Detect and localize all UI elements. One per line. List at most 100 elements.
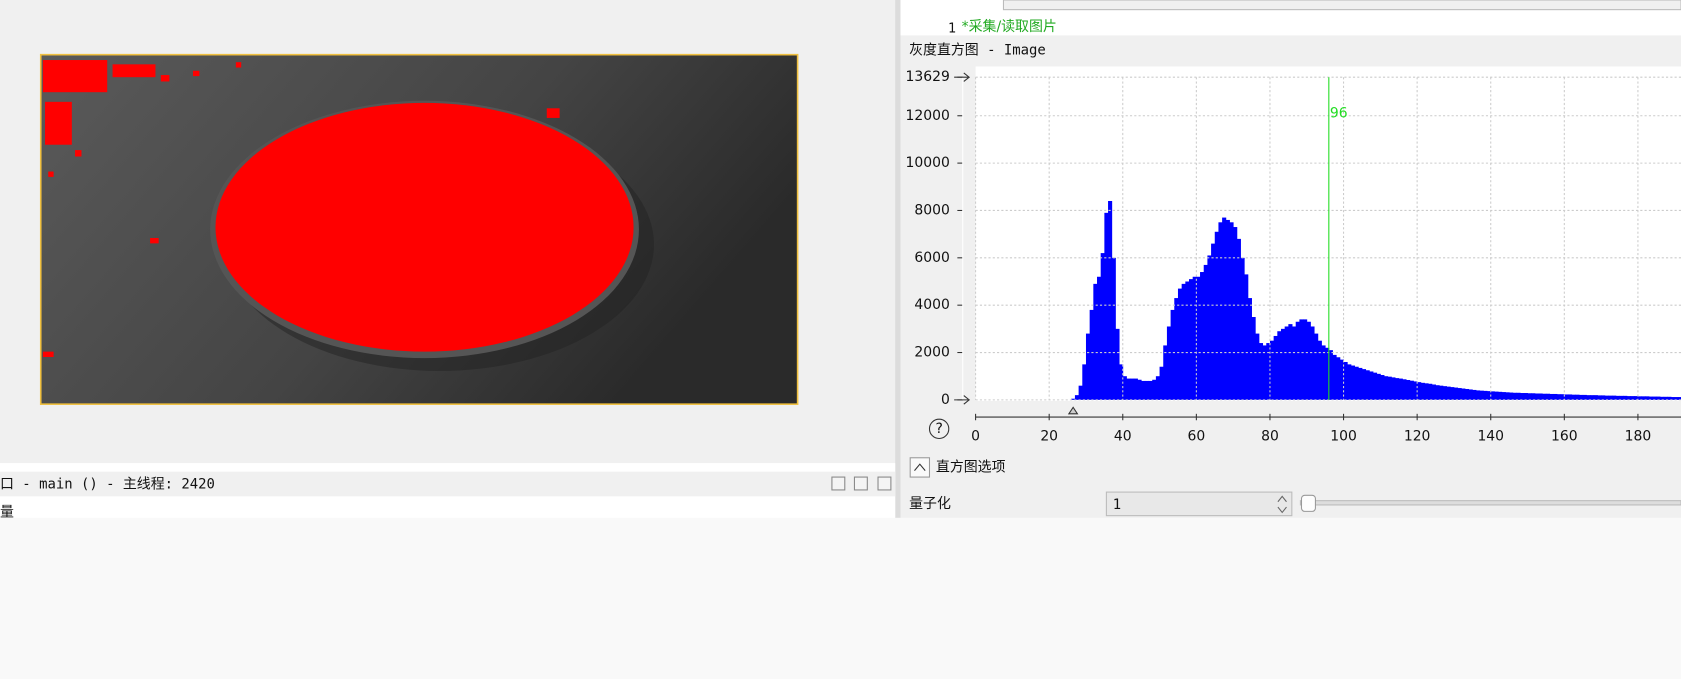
bar: [1464, 388, 1470, 400]
y-tick-label: 12000: [906, 108, 950, 124]
thread-text: 口 - main () - 主线程: 2420: [0, 477, 215, 493]
bar: [1630, 396, 1635, 400]
bar: [1545, 393, 1551, 400]
bar: [1372, 372, 1378, 400]
bar: [1100, 253, 1105, 400]
bar: [1435, 385, 1440, 400]
pin-button[interactable]: [831, 476, 846, 491]
bar: [1108, 200, 1113, 400]
x-tick-label: 80: [1261, 428, 1279, 444]
bar: [1439, 385, 1444, 400]
bar: [1575, 394, 1580, 400]
bar: [1189, 279, 1194, 400]
bar: [1119, 364, 1124, 400]
bar: [1487, 391, 1492, 400]
bar: [1671, 397, 1676, 400]
bar: [1652, 396, 1657, 400]
bar: [1380, 375, 1385, 400]
x-tick-label: 100: [1330, 428, 1357, 444]
x-tick-label: 0: [971, 428, 980, 444]
bar: [1512, 392, 1517, 400]
bar: [1663, 396, 1668, 400]
bar: [1413, 381, 1418, 400]
bar: [1266, 343, 1271, 400]
bar: [1612, 395, 1617, 400]
bar: [1328, 350, 1333, 400]
quantize-label: 量子化: [909, 496, 951, 512]
bar: [1369, 371, 1374, 400]
bar: [1137, 379, 1142, 400]
bar: [1623, 395, 1628, 400]
bar: [1534, 393, 1540, 400]
slider-thumb[interactable]: [1300, 494, 1316, 512]
bar: [1130, 378, 1135, 400]
bar: [1303, 319, 1308, 400]
x-tick-label: 140: [1477, 428, 1504, 444]
bar: [1428, 383, 1433, 400]
bar: [1089, 309, 1094, 400]
bar: [1354, 366, 1359, 400]
bar: [1542, 393, 1547, 400]
bar: [1170, 309, 1175, 400]
slider-track[interactable]: [1299, 500, 1681, 506]
bar: [1314, 333, 1319, 400]
y-tick-label: 0: [941, 392, 950, 408]
bar: [1523, 393, 1528, 400]
bar: [1174, 298, 1179, 400]
bar: [1074, 395, 1080, 400]
bar: [1255, 333, 1260, 400]
bar: [1277, 331, 1282, 400]
bar: [1376, 373, 1381, 400]
bar: [1431, 384, 1436, 400]
bar: [1211, 243, 1216, 400]
bar: [1225, 219, 1230, 400]
bar: [1321, 345, 1326, 400]
bar: [1361, 369, 1367, 400]
bar: [1520, 393, 1525, 400]
quantize-spinbox[interactable]: [1105, 491, 1293, 517]
bar: [1229, 222, 1234, 400]
float-button[interactable]: [853, 476, 868, 491]
thread-bar: [0, 471, 896, 497]
bar: [1678, 397, 1681, 400]
bar: [1097, 276, 1102, 400]
bar: [1152, 379, 1157, 400]
bar: [1292, 326, 1297, 400]
bar: [1177, 288, 1183, 400]
y-tick-label: 13629: [906, 69, 950, 85]
help-icon[interactable]: [928, 418, 950, 440]
x-tick-label: 60: [1188, 428, 1206, 444]
bar: [1192, 276, 1197, 400]
bar: [1310, 326, 1315, 400]
bar: [1568, 394, 1573, 400]
bar: [1317, 340, 1322, 400]
bar: [1325, 347, 1330, 400]
bar: [1387, 376, 1392, 400]
bar: [1626, 396, 1631, 400]
x-tick-label: 20: [1040, 428, 1058, 444]
bar: [1141, 380, 1146, 400]
bar: [1336, 357, 1341, 400]
close-button[interactable]: [877, 476, 892, 491]
bar: [1218, 222, 1223, 400]
bar: [1637, 396, 1643, 400]
bar: [1648, 396, 1654, 400]
bar: [1295, 321, 1300, 400]
bar: [1479, 390, 1484, 400]
threshold-label: 96: [1330, 106, 1348, 122]
bar: [1593, 395, 1598, 400]
bar: [1674, 397, 1679, 400]
bar: [1597, 395, 1602, 400]
bar: [1155, 376, 1160, 400]
bar: [1343, 361, 1348, 400]
y-tick-label: 4000: [914, 297, 949, 313]
bar: [1409, 380, 1414, 400]
bar: [1424, 383, 1429, 400]
collapse-button[interactable]: [909, 457, 931, 478]
bar: [1181, 283, 1186, 400]
min-marker: [1067, 406, 1079, 415]
bar: [1608, 395, 1613, 400]
bar: [1166, 326, 1172, 400]
bar: [1656, 396, 1661, 400]
